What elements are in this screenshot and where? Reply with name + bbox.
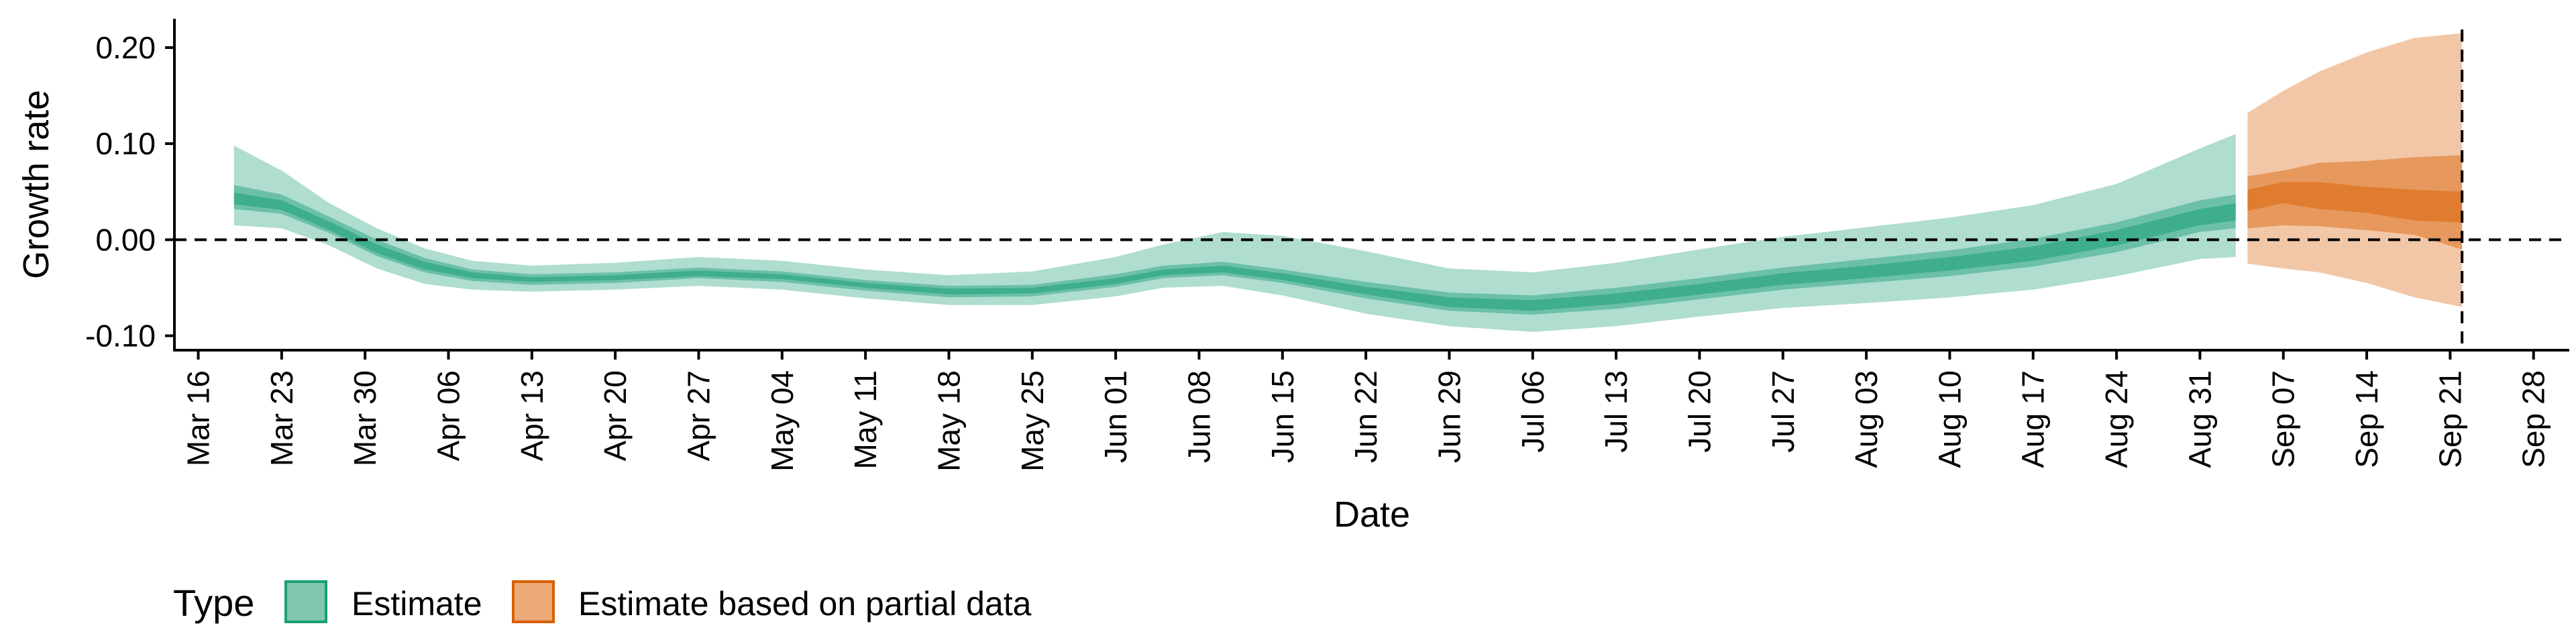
x-tick-label: Jun 01	[1098, 370, 1133, 463]
legend-key-partial-estimate	[512, 580, 555, 623]
x-tick-label: May 11	[848, 370, 883, 469]
x-tick-label: Apr 27	[682, 370, 716, 462]
y-ticks: 0.20 0.10 0.00 -0.10	[85, 30, 174, 354]
legend-key-estimate	[284, 580, 327, 623]
estimate-band-20	[233, 193, 2236, 311]
x-tick-label: Apr 13	[515, 370, 549, 462]
x-tick-label: Sep 21	[2432, 370, 2467, 468]
x-tick-label: Aug 17	[2016, 370, 2051, 468]
legend: Type Estimate Estimate based on partial …	[173, 580, 1032, 624]
x-tick-label: Sep 14	[2349, 370, 2384, 468]
x-tick-label: Sep 07	[2266, 370, 2301, 468]
x-ticks: Mar 16 Mar 23 Mar 30 Apr 06 Apr 13 Apr 20 Apr …	[181, 350, 2551, 472]
x-tick-label: Jul 13	[1599, 370, 1633, 453]
x-tick-label: Sep 28	[2516, 370, 2551, 468]
x-tick-label: Aug 10	[1932, 370, 1967, 468]
x-tick-label: May 04	[765, 370, 800, 472]
axes	[173, 19, 2569, 352]
y-tick-label: -0.10	[85, 319, 156, 354]
x-tick-label: Mar 23	[264, 370, 299, 466]
reference-lines	[174, 30, 2569, 350]
x-tick-label: Jun 15	[1265, 370, 1300, 463]
x-tick-label: Jul 06	[1515, 370, 1550, 453]
x-tick-label: Mar 30	[347, 370, 382, 466]
x-tick-label: Jun 22	[1348, 370, 1383, 463]
legend-title: Type	[173, 582, 254, 624]
estimate-bands	[233, 33, 2463, 332]
y-axis-title: Growth rate	[16, 90, 56, 279]
x-tick-label: Jul 20	[1682, 370, 1717, 453]
legend-label-estimate: Estimate	[352, 585, 482, 623]
partial-estimate-band-20	[2247, 182, 2463, 223]
x-tick-label: Aug 31	[2182, 370, 2217, 468]
x-tick-label: May 18	[932, 370, 967, 472]
x-tick-label: Jul 27	[1766, 370, 1801, 453]
x-tick-label: Jun 08	[1182, 370, 1217, 463]
x-tick-label: Aug 03	[1849, 370, 1884, 468]
x-axis-title: Date	[1334, 494, 1410, 535]
estimate-band-90	[233, 133, 2236, 332]
y-tick-label: 0.00	[95, 222, 156, 257]
x-tick-label: Mar 16	[181, 370, 216, 466]
x-tick-label: May 25	[1015, 370, 1050, 472]
x-tick-label: Jun 29	[1432, 370, 1466, 463]
x-tick-label: Aug 24	[2099, 370, 2134, 468]
x-tick-label: Apr 06	[431, 370, 466, 462]
x-tick-label: Apr 20	[598, 370, 633, 462]
legend-label-partial-estimate: Estimate based on partial data	[578, 585, 1032, 623]
y-tick-label: 0.20	[95, 30, 156, 65]
y-tick-label: 0.10	[95, 126, 156, 161]
